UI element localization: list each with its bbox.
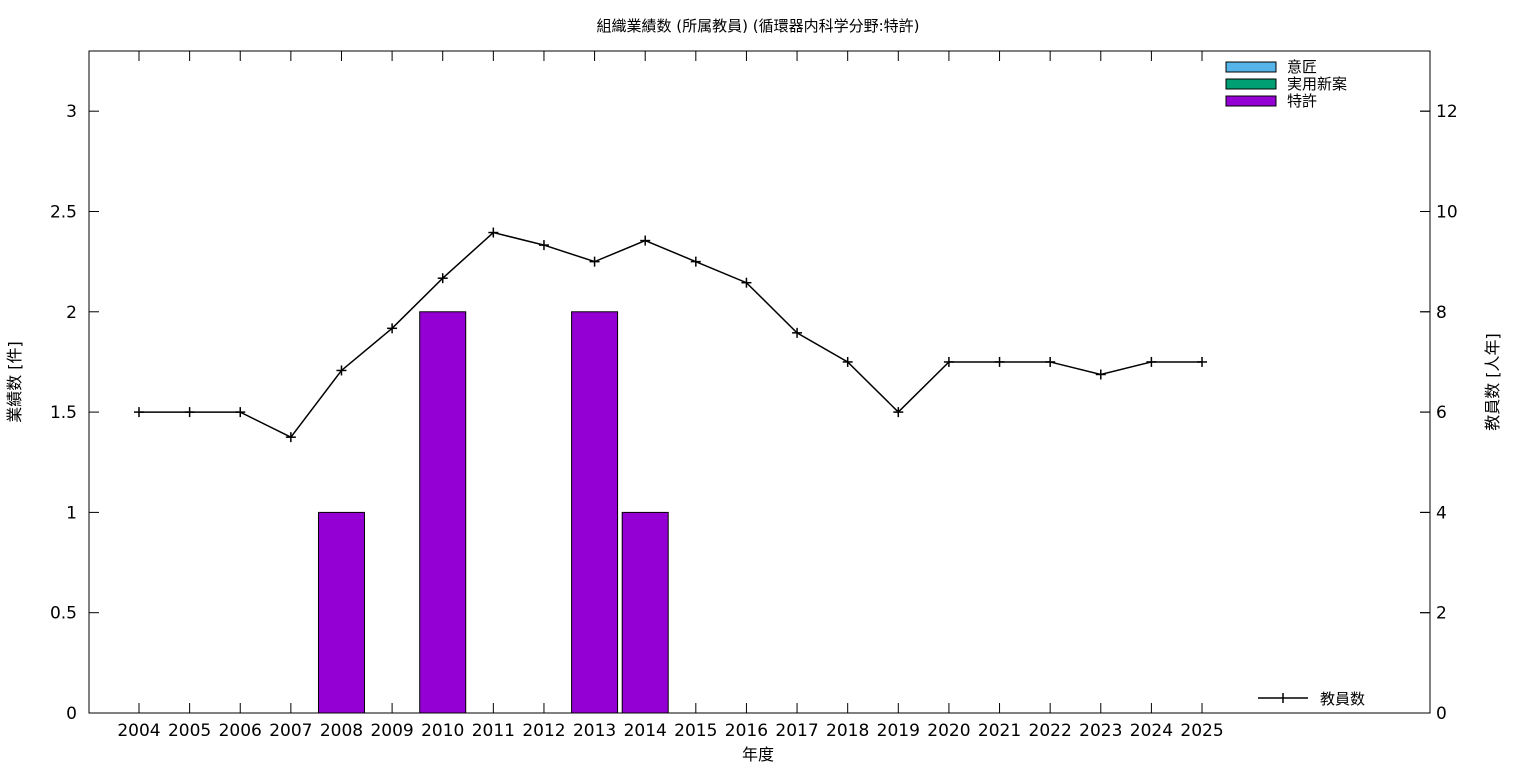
line-point [943, 356, 954, 367]
plot-area [88, 50, 1431, 714]
x-tick-label: 2010 [421, 721, 464, 741]
ticks-layer: 0 0.5 1 1.5 2 2.5 3 0 2 4 6 8 10 12 2004 2005 2006 2007 20… [50, 51, 1458, 741]
line-point [488, 227, 499, 238]
bar-2010 [419, 311, 467, 714]
line-point [893, 407, 904, 418]
x-tick-label: 2015 [674, 721, 717, 741]
line-point [589, 256, 600, 267]
line-point [690, 256, 701, 267]
x-tick-label: 2016 [725, 721, 768, 741]
x-tick-label: 2021 [978, 721, 1021, 741]
x-axis-title: 年度 [742, 745, 774, 764]
line-point [1095, 369, 1106, 380]
line-point [1146, 356, 1157, 367]
x-tick-label: 2005 [168, 721, 211, 741]
x-tick-label: 2009 [370, 721, 413, 741]
line-point [842, 356, 853, 367]
y2-tick-label: 4 [1436, 503, 1447, 523]
y2-tick-label: 2 [1436, 604, 1447, 624]
legend-label: 実用新案 [1287, 75, 1347, 93]
line-point [134, 407, 144, 418]
legend-label: 特許 [1287, 92, 1317, 110]
x-tick-label: 2022 [1029, 721, 1072, 741]
y-tick-label: 0.5 [50, 604, 77, 624]
x-tick-label: 2004 [117, 721, 160, 741]
line-point [184, 407, 195, 418]
y2-tick-label: 12 [1436, 102, 1458, 122]
bar-2013 [571, 311, 619, 714]
chart-title: 組織業績数 (所属教員) (循環器内科学分野:特許) [596, 17, 919, 35]
line-point [640, 235, 651, 246]
bar-2008 [317, 511, 365, 714]
line-point [792, 327, 803, 338]
y2-tick-label: 8 [1436, 303, 1447, 323]
y-tick-label: 2 [66, 303, 77, 323]
y-axis-title: 業績数 [件] [5, 341, 24, 423]
x-tick-label: 2023 [1079, 721, 1122, 741]
y-tick-label: 3 [66, 102, 77, 122]
y2-axis-title: 教員数 [人年] [1483, 333, 1502, 431]
line-layer [134, 227, 1208, 443]
line-point [437, 273, 448, 284]
x-tick-label: 2014 [624, 721, 667, 741]
line-point [994, 356, 1005, 367]
x-tick-label: 2012 [522, 721, 565, 741]
line-point [1045, 356, 1056, 367]
x-tick-label: 2017 [775, 721, 818, 741]
line-point [741, 277, 752, 288]
y2-tick-label: 10 [1436, 202, 1458, 222]
x-tick-label: 2020 [927, 721, 970, 741]
x-tick-label: 2018 [826, 721, 869, 741]
y-tick-label: 0 [66, 704, 77, 724]
y2-tick-label: 0 [1436, 704, 1447, 724]
x-tick-label: 2008 [320, 721, 363, 741]
line-point [235, 407, 246, 418]
x-tick-label: 2019 [877, 721, 920, 741]
legend-swatch [1225, 61, 1277, 73]
y-tick-label: 1 [66, 503, 77, 523]
y2-tick-label: 6 [1436, 403, 1447, 423]
line-point [285, 432, 296, 443]
x-tick-label: 2013 [573, 721, 616, 741]
legend-swatch [1225, 78, 1277, 90]
x-tick-label: 2006 [219, 721, 262, 741]
x-tick-label: 2007 [269, 721, 312, 741]
bar-2014 [621, 511, 669, 714]
line-point [387, 323, 398, 334]
bars-layer [317, 311, 669, 714]
x-tick-label: 2011 [472, 721, 515, 741]
legend-label: 教員数 [1320, 690, 1365, 708]
line-series [139, 231, 1203, 439]
x-tick-label: 2025 [1180, 721, 1223, 741]
y-tick-label: 1.5 [50, 403, 77, 423]
legend-swatch [1225, 95, 1277, 107]
line-point [336, 365, 347, 376]
x-tick-label: 2024 [1130, 721, 1173, 741]
y-tick-label: 2.5 [50, 202, 77, 222]
line-point [538, 240, 549, 251]
line-point [1197, 356, 1208, 367]
legend-label: 意匠 [1287, 58, 1317, 76]
